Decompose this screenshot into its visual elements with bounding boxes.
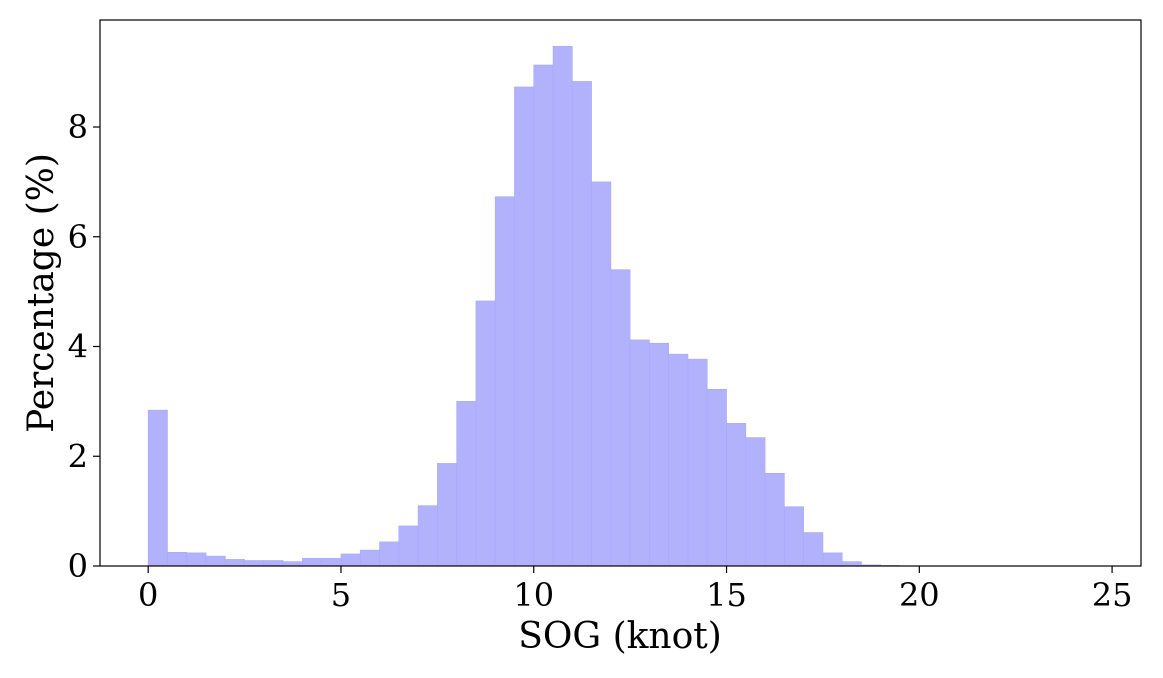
histogram-bar — [147, 409, 168, 567]
histogram-bar — [649, 342, 669, 567]
y-tick-label: 0 — [68, 547, 88, 585]
histogram-bar — [552, 46, 573, 567]
histogram-bar — [533, 64, 554, 567]
histogram-bar — [629, 339, 650, 567]
histogram-bar — [456, 401, 477, 567]
y-tick-label: 2 — [68, 437, 88, 475]
x-tick-label: 10 — [513, 576, 554, 614]
histogram-bar — [668, 353, 689, 567]
y-tick-label: 4 — [68, 328, 88, 366]
x-axis-label: SOG (knot) — [518, 616, 722, 657]
histogram-bar — [398, 525, 419, 567]
histogram-bar — [745, 437, 766, 567]
x-tick-label: 20 — [899, 576, 940, 614]
histogram-bar — [417, 505, 438, 567]
histogram-bar — [706, 389, 727, 567]
x-tick-label: 0 — [138, 576, 158, 614]
histogram-bar — [244, 560, 265, 567]
histogram-bar — [167, 551, 188, 567]
histogram-bar — [263, 560, 284, 567]
histogram-bar — [302, 558, 322, 567]
x-axis-ticks: 0 5 10 15 20 25 — [138, 566, 1132, 614]
histogram-bar — [321, 558, 342, 567]
histogram-bar — [841, 561, 862, 567]
histogram-bar — [282, 561, 303, 567]
histogram-bar — [514, 86, 535, 567]
histogram-bar — [822, 552, 843, 567]
histogram-bar — [687, 358, 708, 567]
histogram-bar — [186, 552, 207, 567]
histogram-bar — [494, 196, 515, 567]
histogram-bar — [359, 549, 380, 567]
histogram-bar — [340, 553, 361, 567]
x-tick-label: 5 — [331, 576, 351, 614]
histogram-bar — [572, 81, 592, 567]
histogram-bar — [764, 472, 785, 567]
histogram-bar — [225, 559, 245, 567]
y-tick-label: 6 — [68, 218, 88, 256]
histogram-bar — [205, 555, 226, 567]
y-tick-label: 8 — [68, 108, 88, 146]
x-tick-label: 15 — [706, 576, 747, 614]
histogram-bar — [610, 269, 631, 567]
plot-frame — [99, 19, 1142, 567]
x-tick-label: 25 — [1092, 576, 1133, 614]
histogram-bar — [591, 181, 612, 567]
histogram-bar — [475, 300, 496, 567]
histogram-bar — [784, 506, 804, 567]
histogram-bar — [726, 423, 747, 567]
y-axis-label: Percentage (%) — [21, 153, 62, 433]
histogram-bar — [379, 541, 400, 567]
histogram-bar — [803, 532, 824, 567]
histogram-bar — [437, 463, 457, 567]
histogram-bars — [147, 46, 901, 567]
y-axis-ticks: 0 2 4 6 8 — [68, 108, 100, 585]
